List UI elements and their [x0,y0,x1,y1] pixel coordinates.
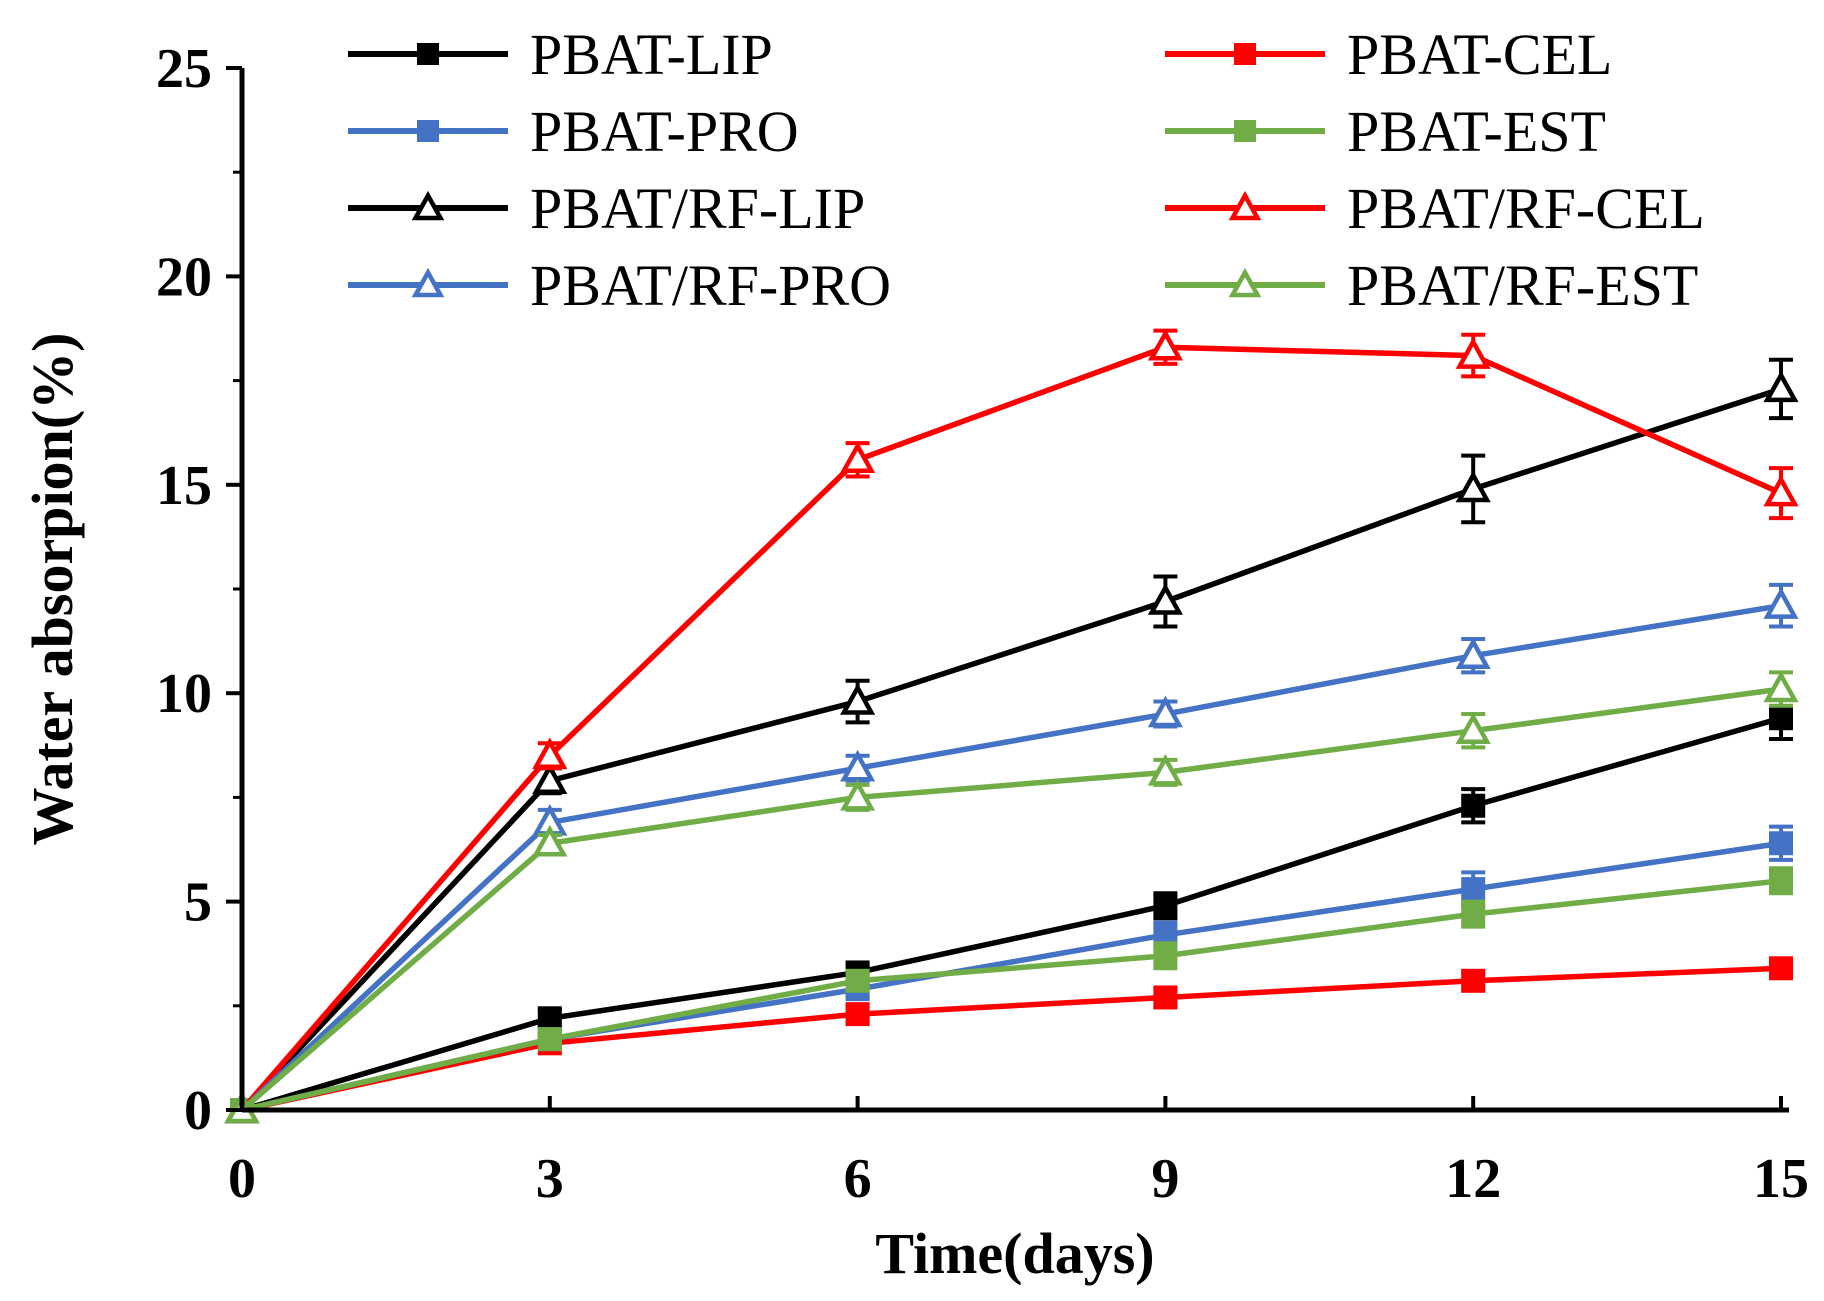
data-point-pbat-rf-pro [1147,695,1183,728]
y-tick-label: 25 [156,38,212,100]
legend-item-pbat-est: PBAT-EST [1165,99,1606,164]
data-point-pbat-rf-pro [1763,587,1799,619]
data-point-pbat-rf-cel [1147,328,1183,361]
x-tick-label: 15 [1753,1148,1809,1210]
data-point-pbat-rf-lip [840,683,876,715]
data-point-pbat-lip [537,1006,562,1031]
data-point-pbat-cel [1153,985,1178,1010]
data-point-pbat-lip [1153,893,1178,918]
data-point-pbat-rf-cel [1763,474,1799,507]
series-line-pbat-rf-cel [239,344,1783,1112]
data-point-pbat-cel [845,1002,870,1027]
legend-item-pbat-rf-cel: PBAT/RF-CEL [1165,176,1705,241]
data-point-pbat-rf-est [532,824,568,857]
legend-marker-pbat-rf-pro [411,267,445,298]
legend-label-pbat-rf-est: PBAT/RF-EST [1347,253,1698,318]
data-point-pbat-rf-lip [1763,370,1799,403]
data-point-pbat-rf-lip [532,762,568,794]
legend-marker-pbat-lip [417,43,439,65]
data-point-pbat-pro [1461,877,1486,902]
legend: PBAT-LIP PBAT-CEL PBAT-PRO PBAT-EST PBAT/RF-… [348,22,1705,318]
plot-series [224,328,1799,1124]
legend-label-pbat-cel: PBAT-CEL [1347,22,1612,87]
data-point-pbat-est [1769,868,1793,893]
legend-label-pbat-rf-cel: PBAT/RF-CEL [1347,176,1705,241]
series-pbat-est [230,866,1793,1122]
legend-item-pbat-pro: PBAT-PRO [348,99,799,164]
legend-item-pbat-rf-est: PBAT/RF-EST [1165,253,1698,318]
legend-marker-pbat-pro [417,120,439,142]
legend-label-pbat-pro: PBAT-PRO [530,99,799,164]
data-point-pbat-rf-cel [840,441,876,474]
series-line-pbat-cel [241,965,1782,1113]
series-line-pbat-lip [241,715,1782,1113]
x-tick-label: 12 [1445,1148,1501,1210]
series-pbat-rf-est [224,670,1799,1124]
y-tick-label: 0 [184,1080,212,1142]
y-tick-label: 10 [156,663,212,725]
data-point-pbat-est [1153,943,1178,968]
legend-label-pbat-est: PBAT-EST [1347,99,1606,164]
y-tick-label: 20 [156,246,212,308]
data-point-pbat-rf-est [1455,712,1491,744]
legend-marker-pbat-est [1234,120,1256,142]
legend-marker-pbat-rf-cel [1228,190,1262,221]
data-point-pbat-lip [1461,793,1486,818]
x-axis-title: Time(days) [875,1221,1154,1286]
x-tick-label: 3 [536,1148,564,1210]
series-pbat-cel [230,956,1793,1122]
data-point-pbat-lip [1769,706,1793,731]
legend-label-pbat-rf-lip: PBAT/RF-LIP [530,176,865,241]
y-axis-title: Water absorpion(%) [20,333,85,846]
series-line-pbat-est [241,878,1782,1113]
legend-marker-pbat-rf-lip [411,190,445,221]
data-point-pbat-est [537,1027,562,1052]
series-line-pbat-rf-lip [239,386,1782,1112]
data-point-pbat-cel [1769,956,1793,981]
legend-item-pbat-cel: PBAT-CEL [1165,22,1612,87]
data-point-pbat-pro [1769,831,1793,856]
legend-label-pbat-rf-pro: PBAT/RF-PRO [530,253,891,318]
legend-marker-pbat-cel [1234,43,1256,65]
data-point-pbat-rf-lip [1455,470,1491,503]
legend-label-pbat-lip: PBAT-LIP [530,22,773,87]
data-point-pbat-rf-pro [1455,637,1491,669]
legend-item-pbat-rf-pro: PBAT/RF-PRO [348,253,891,318]
legend-item-pbat-lip: PBAT-LIP [348,22,773,87]
series-pbat-rf-lip [224,357,1799,1124]
x-tick-label: 0 [228,1148,256,1210]
x-tick-label: 9 [1151,1148,1179,1210]
y-tick-label: 5 [184,872,212,934]
data-point-pbat-rf-est [840,779,876,811]
data-point-pbat-rf-cel [1455,337,1491,369]
series-pbat-rf-pro [224,582,1799,1124]
data-point-pbat-est [845,968,870,993]
y-tick-label: 15 [156,455,212,517]
data-point-pbat-est [1461,902,1486,927]
ticks [226,66,1783,1112]
data-point-pbat-rf-est [1763,670,1799,703]
legend-marker-pbat-rf-est [1228,267,1262,298]
data-point-pbat-cel [1461,968,1486,993]
data-point-pbat-rf-cel [532,737,568,769]
data-point-pbat-rf-lip [1147,583,1183,615]
series-line-pbat-rf-est [240,686,1782,1113]
series-line-pbat-rf-pro [240,602,1782,1113]
tick-labels: 0 5 10 15 20 25 0 3 6 9 12 15 [156,38,1809,1210]
x-tick-label: 6 [844,1148,872,1210]
data-point-pbat-rf-est [1147,754,1183,786]
series-pbat-rf-cel [224,328,1799,1124]
legend-item-pbat-rf-lip: PBAT/RF-LIP [348,176,865,241]
